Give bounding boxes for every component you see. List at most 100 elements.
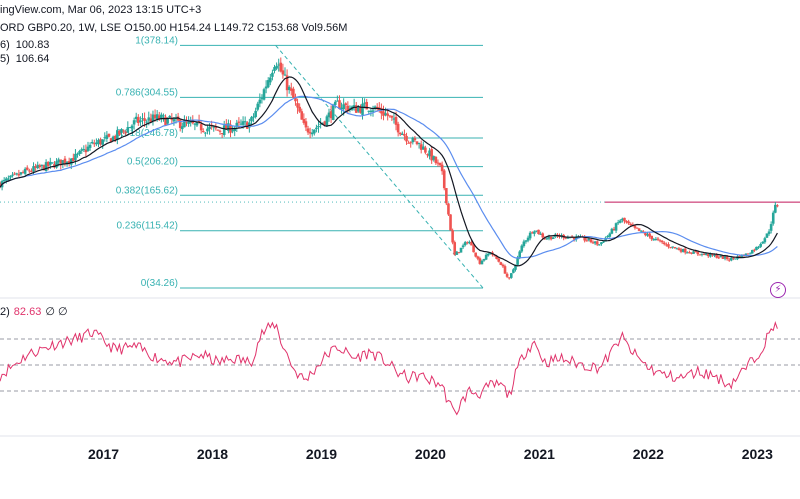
- ma-long-legend: 5) 106.64: [0, 53, 49, 65]
- candle-body: [199, 124, 203, 131]
- candle-body: [472, 245, 475, 253]
- candle-body: [235, 122, 239, 127]
- candle-body: [57, 159, 60, 163]
- candle-body: [537, 229, 540, 235]
- candle-body: [273, 67, 276, 71]
- candle-body: [25, 167, 29, 170]
- candle-body: [639, 230, 643, 232]
- candle-body: [449, 214, 452, 231]
- candle-body: [405, 135, 408, 142]
- candle-body: [719, 255, 723, 257]
- candle-body: [415, 141, 419, 145]
- candle-body: [753, 249, 756, 251]
- candle-body: [591, 242, 595, 244]
- candle-body: [317, 125, 320, 128]
- candle-body: [486, 253, 490, 256]
- fib-level-label: 0.382(165.62): [116, 185, 178, 196]
- candle-body: [67, 161, 71, 164]
- candle-body: [19, 172, 23, 175]
- candle-body: [688, 252, 691, 254]
- candle-body: [432, 156, 436, 160]
- candle-body: [109, 138, 113, 143]
- candle-body: [241, 121, 245, 125]
- candle-body: [325, 116, 329, 127]
- candle-body: [654, 239, 658, 241]
- x-tick-label: 2022: [633, 446, 664, 462]
- candle-body: [59, 159, 63, 166]
- candle-body: [183, 120, 186, 128]
- rsi-label: 2): [0, 306, 10, 318]
- candle-body: [315, 127, 318, 130]
- candle-body: [545, 238, 549, 240]
- candle-body: [727, 259, 731, 261]
- candle-body: [709, 253, 712, 257]
- candle-body: [147, 117, 151, 121]
- candle-body: [36, 164, 40, 169]
- candle-body: [225, 123, 228, 130]
- candle-body: [300, 111, 304, 120]
- candle-body: [428, 150, 431, 157]
- candle-body: [625, 221, 628, 223]
- candle-body: [474, 252, 477, 257]
- candle-body: [354, 105, 358, 113]
- header-source: ingView.com, Mar 06, 2023 13:15 UTC+3: [0, 4, 202, 16]
- candle-body: [648, 233, 651, 237]
- candle-body: [549, 236, 553, 240]
- candle-body: [15, 173, 19, 175]
- candle-body: [627, 221, 630, 224]
- candle-body: [715, 254, 718, 258]
- candle-body: [237, 121, 241, 123]
- candle-body: [216, 129, 220, 131]
- candle-body: [34, 166, 37, 168]
- rsi-legend: 2) 82.63 ∅ ∅: [0, 305, 68, 318]
- candle-body: [373, 106, 377, 109]
- candle-body: [78, 150, 81, 154]
- candle-body: [394, 116, 398, 125]
- time-axis: 2017 2018 2019 2020 2021 2022 2023: [0, 435, 800, 462]
- candle-body: [336, 100, 339, 102]
- candle-body: [623, 217, 626, 222]
- fib-level-label: 0(34.26): [141, 278, 178, 289]
- candle-body: [101, 139, 104, 145]
- fib-level-label: 0.786(304.55): [116, 87, 178, 98]
- candle-body: [304, 121, 308, 128]
- candle-body: [438, 162, 442, 166]
- candle-body: [51, 162, 54, 164]
- candle-body: [447, 203, 450, 215]
- candle-body: [744, 253, 748, 256]
- candle-body: [723, 256, 727, 259]
- header-volume: Vol9.56M: [301, 22, 348, 34]
- candle-body: [88, 144, 92, 148]
- candle-body: [271, 72, 274, 77]
- lightning-icon[interactable]: ⚡: [770, 282, 786, 298]
- candle-body: [166, 118, 169, 124]
- candle-body: [128, 127, 132, 129]
- candle-body: [635, 227, 639, 229]
- candle-body: [528, 232, 532, 239]
- candle-body: [283, 74, 287, 76]
- candle-body: [308, 132, 312, 134]
- fib-level-label: 1(378.14): [135, 35, 178, 46]
- candle-body: [329, 111, 333, 119]
- candle-body: [713, 254, 716, 256]
- rsi-value: 82.63: [13, 306, 42, 318]
- candle-body: [53, 163, 56, 168]
- header-close: C153.68: [256, 22, 299, 34]
- candle-body: [30, 171, 33, 173]
- candle-body: [277, 64, 281, 66]
- candle-body: [392, 118, 396, 120]
- candle-body: [21, 172, 25, 174]
- candle-body: [769, 224, 773, 231]
- candle-body: [348, 108, 352, 110]
- candle-body: [292, 88, 295, 98]
- candle-body: [239, 123, 243, 125]
- fib-level-label: 0.5(206.20): [127, 157, 178, 168]
- x-tick-label: 2017: [88, 446, 119, 462]
- header-high: H154.24: [169, 22, 211, 34]
- candle-body: [610, 228, 614, 234]
- candle-body: [612, 228, 616, 231]
- candle-body: [141, 118, 144, 120]
- fibonacci-retracement: 1(378.14)0.786(304.55)0.618(246.78)0.5(2…: [116, 35, 484, 289]
- candle-body: [63, 158, 67, 164]
- candle-body: [185, 121, 188, 123]
